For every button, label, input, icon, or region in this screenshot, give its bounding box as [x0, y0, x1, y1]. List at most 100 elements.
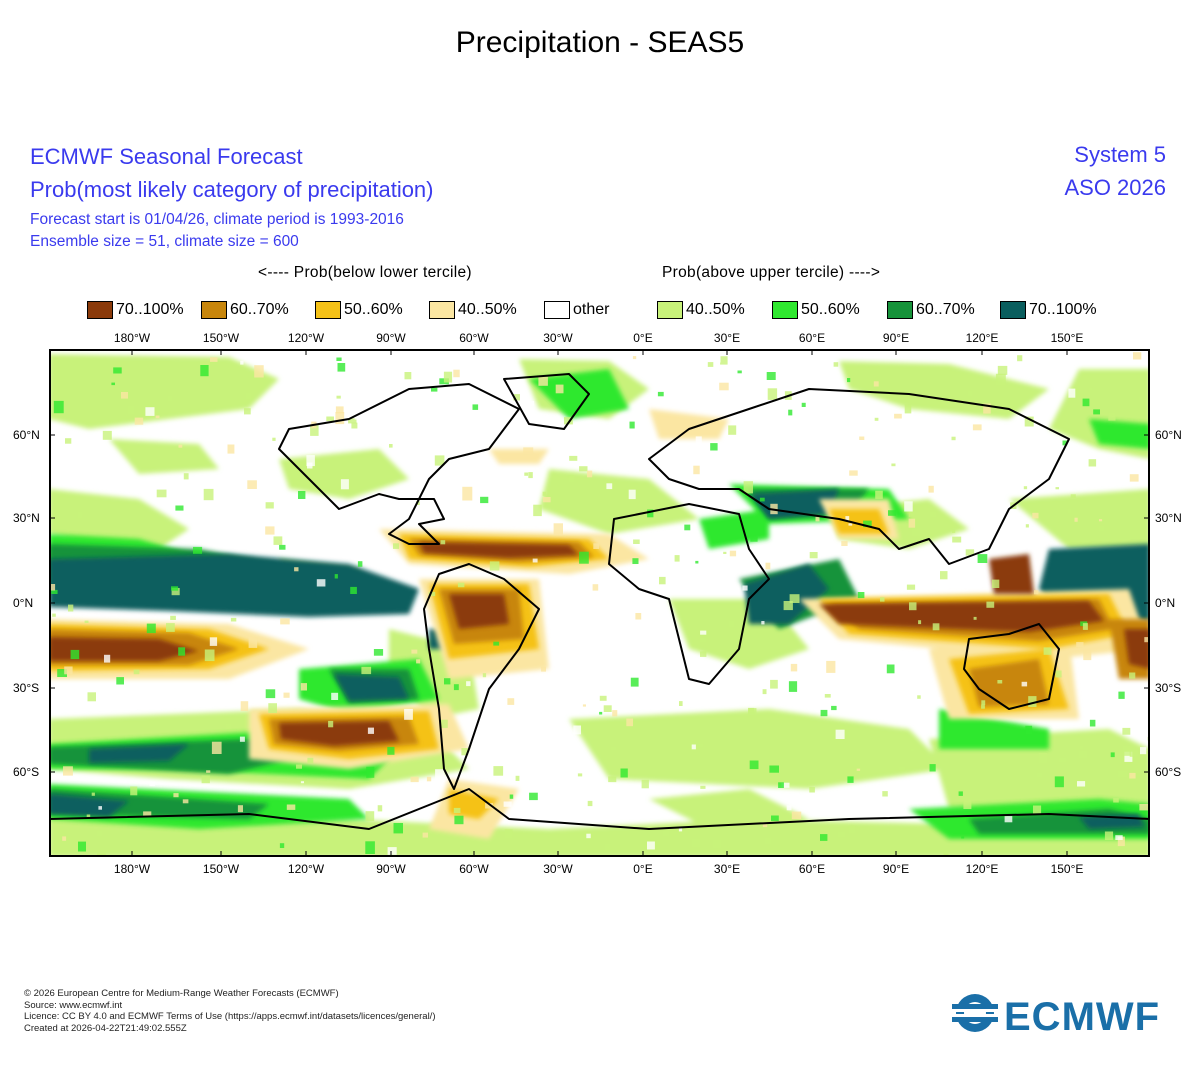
speckle [431, 387, 438, 392]
speckle [845, 516, 850, 521]
speckle [750, 536, 758, 542]
speckle [707, 362, 714, 367]
speckle [606, 483, 613, 490]
speckle [209, 637, 218, 646]
speckle [894, 413, 902, 419]
lon-label-bottom: 60°E [798, 862, 826, 876]
lon-label-top: 60°W [459, 331, 489, 345]
legend-item: 40..50% [429, 300, 517, 320]
speckle [940, 571, 948, 580]
speckle [1122, 745, 1131, 756]
speckle [874, 417, 879, 421]
speckle [245, 392, 252, 400]
speckle [742, 585, 748, 591]
lon-label-bottom: 30°W [543, 862, 573, 876]
speckle [587, 470, 593, 478]
season-label: ASO 2026 [1064, 175, 1166, 200]
speckle [700, 630, 707, 635]
lat-label-left: 30°N [13, 511, 40, 525]
legend-swatch [429, 301, 455, 319]
lon-label-bottom: 180°W [113, 862, 151, 876]
speckle [97, 852, 106, 857]
speckle [1133, 352, 1142, 360]
speckle [335, 406, 344, 414]
speckle [513, 394, 520, 401]
speckle [211, 741, 222, 754]
speckle [728, 620, 735, 628]
speckle [334, 574, 338, 579]
speckle [280, 618, 290, 625]
speckle [679, 701, 683, 706]
speckle [837, 831, 846, 837]
speckle [367, 727, 374, 734]
speckle [765, 562, 771, 570]
speckle [569, 455, 578, 461]
coastlines [49, 373, 1150, 830]
speckle [86, 814, 91, 818]
speckle [248, 637, 258, 648]
speckle [910, 748, 915, 752]
lon-label-bottom: 150°E [1050, 862, 1084, 876]
speckle [1083, 649, 1092, 661]
speckle [587, 800, 593, 807]
speckle [272, 437, 276, 441]
speckle [906, 584, 916, 590]
speckle [729, 550, 737, 557]
speckle [698, 743, 704, 748]
lon-label-bottom: 120°E [965, 862, 999, 876]
speckle [659, 576, 666, 585]
speckle [647, 841, 655, 850]
speckle [173, 793, 179, 798]
footer-source[interactable]: Source: www.ecmwf.int [24, 999, 123, 1011]
speckle [462, 486, 473, 501]
speckle [908, 518, 916, 528]
legend-item: 50..60% [315, 300, 403, 320]
speckle [628, 489, 636, 500]
speckle [608, 776, 617, 783]
speckle [932, 623, 940, 631]
speckle [1108, 412, 1116, 421]
speckle [127, 405, 135, 415]
speckle [201, 775, 210, 784]
speckle [626, 718, 633, 727]
speckle [1068, 388, 1076, 398]
legend-label: 70..100% [116, 301, 184, 318]
speckle [612, 710, 618, 717]
speckle [300, 781, 304, 784]
speckle [1129, 772, 1136, 779]
speckle [904, 501, 913, 512]
speckle [529, 792, 538, 801]
speckle [1067, 508, 1071, 514]
speckle [1055, 670, 1062, 678]
map-ticks [49, 349, 1150, 857]
speckle [374, 502, 383, 515]
speckle [766, 372, 776, 380]
speckle [1089, 719, 1096, 727]
speckle [254, 365, 264, 378]
forecast-info-ensemble: Ensemble size = 51, climate size = 600 [30, 233, 299, 250]
speckle [1021, 681, 1028, 687]
speckle [1082, 398, 1090, 407]
speckle [444, 678, 451, 685]
speckle [509, 794, 514, 799]
speckle [454, 815, 464, 825]
speckle [737, 370, 742, 374]
speckle [835, 729, 845, 739]
speckle [515, 775, 520, 781]
legend-above-heading: Prob(above upper tercile) ----> [662, 264, 881, 281]
speckle [769, 765, 779, 773]
speckle [557, 648, 561, 652]
speckle [225, 723, 232, 729]
speckle [182, 799, 189, 804]
speckle [183, 473, 189, 480]
speckle [404, 372, 412, 380]
speckle [700, 651, 707, 657]
speckle [422, 832, 428, 838]
speckle [582, 704, 586, 707]
speckle [981, 700, 986, 705]
footer-licence[interactable]: Licence: CC BY 4.0 and ECMWF Terms of Us… [24, 1011, 436, 1022]
speckle [722, 460, 732, 468]
speckle [387, 847, 397, 855]
lat-label-left: 30°S [13, 681, 40, 695]
speckle [286, 804, 296, 810]
